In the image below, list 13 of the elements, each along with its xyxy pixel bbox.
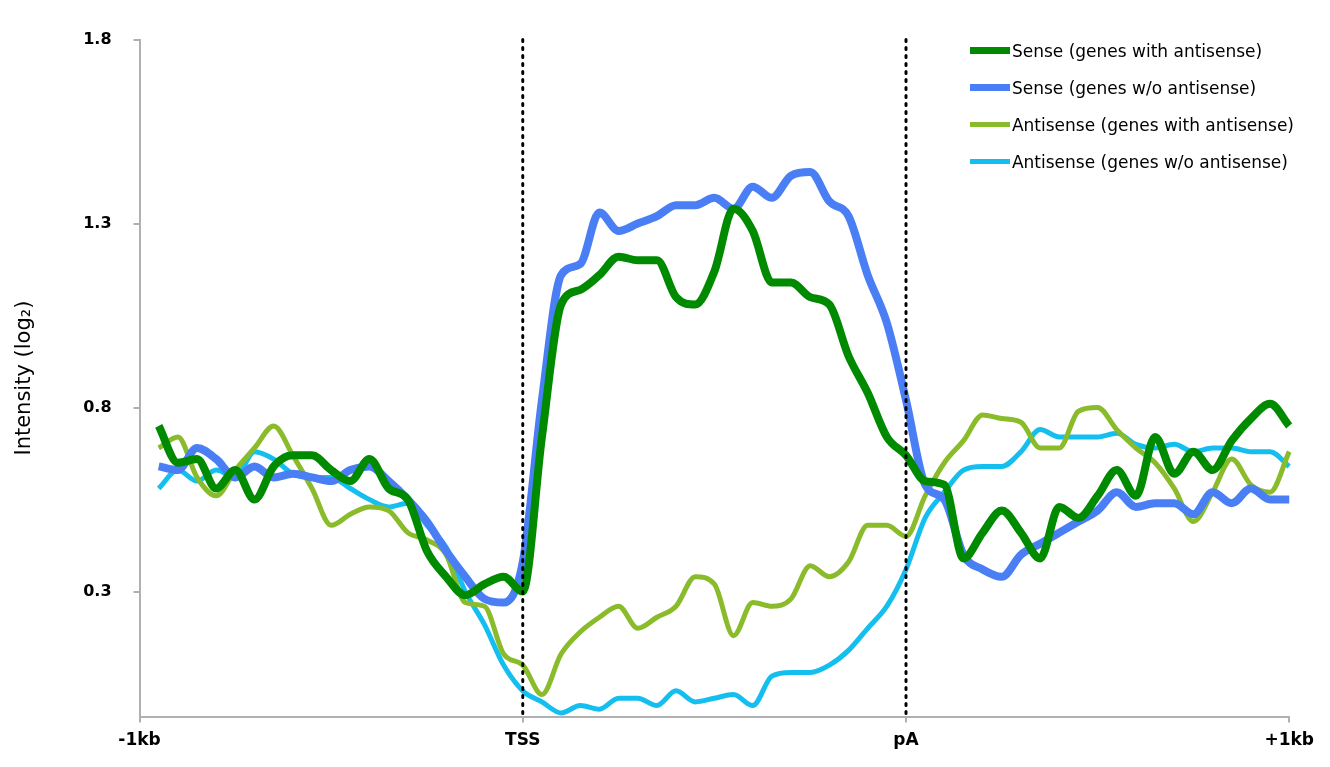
legend-label: Antisense (genes with antisense) (1011, 114, 1294, 135)
x-tick-label: TSS (505, 729, 541, 750)
legend-label: Sense (genes with antisense) (1011, 40, 1263, 61)
y-tick-label: 0.8 (83, 396, 112, 416)
legend-label: Sense (genes w/o antisense) (1011, 77, 1257, 98)
x-tick-label: +1kb (1264, 729, 1315, 750)
x-tick-label: -1kb (118, 729, 161, 750)
y-tick-label: 1.3 (83, 212, 112, 232)
y-tick-label: 1.8 (83, 28, 112, 48)
y-axis-title: Intensity (log₂) (11, 300, 36, 456)
x-tick-label: pA (893, 729, 920, 750)
y-tick-label: 0.3 (83, 580, 112, 600)
legend-label: Antisense (genes w/o antisense) (1011, 151, 1288, 172)
